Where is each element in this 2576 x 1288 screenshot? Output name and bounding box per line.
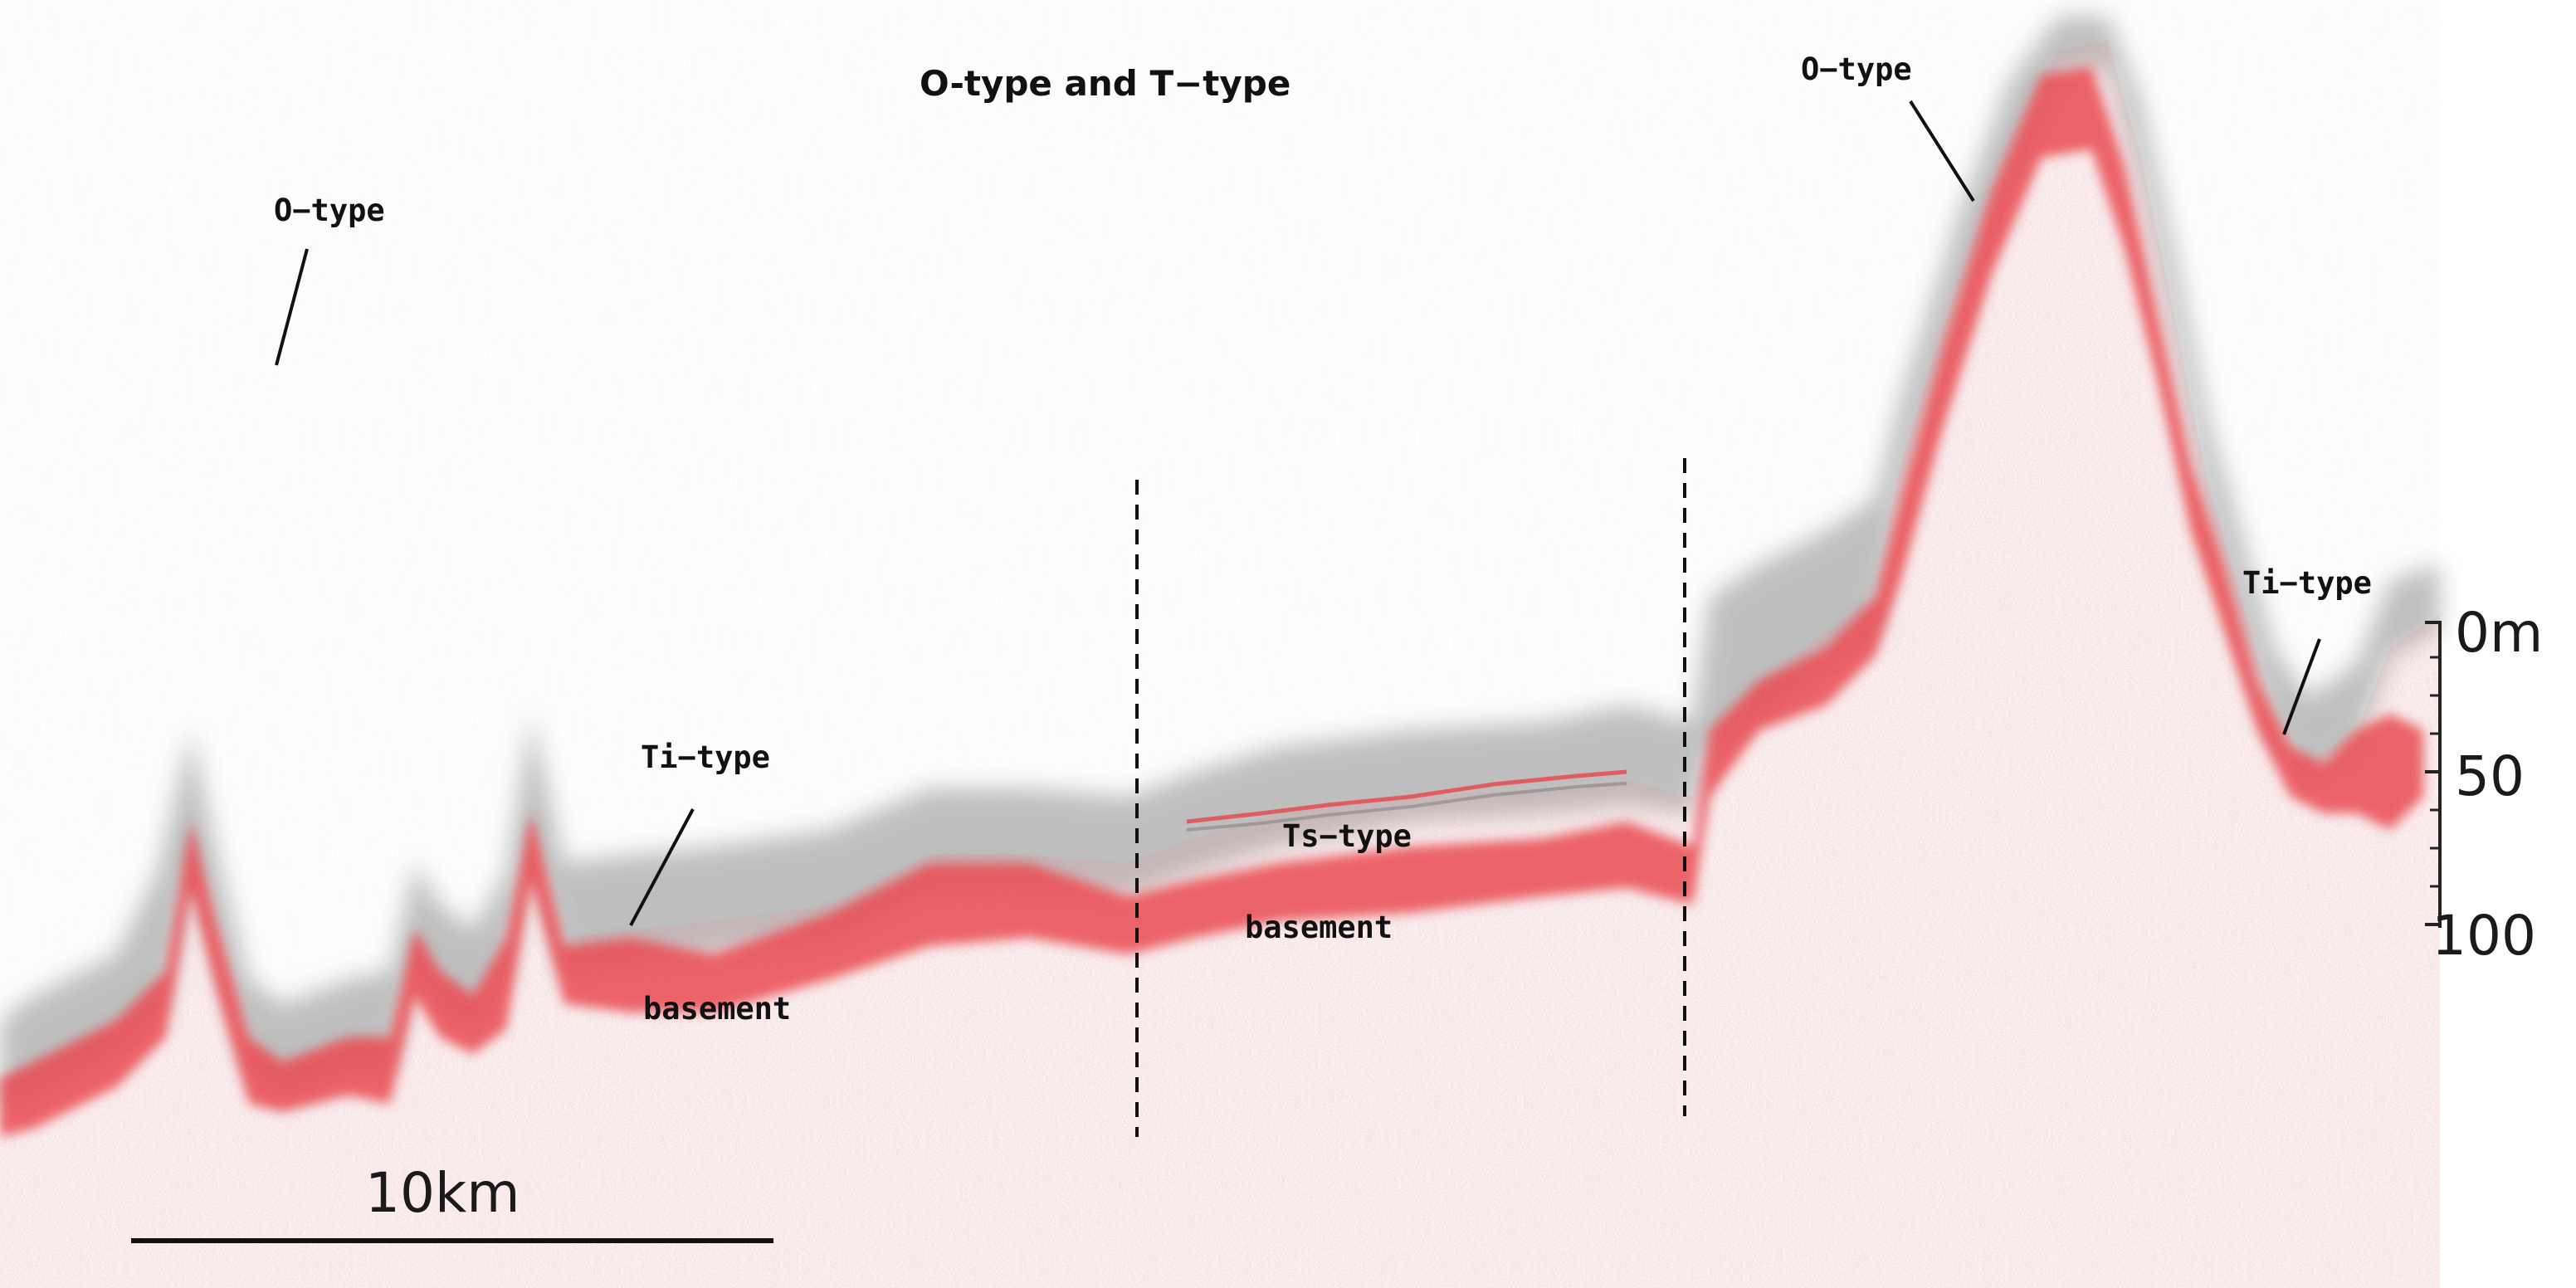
label-o-type-left: O−type — [274, 193, 385, 228]
depth-label-100: 100 — [2432, 904, 2536, 968]
label-ti-type-right: Ti−type — [2242, 565, 2372, 601]
horizontal-scale-bar: 10km — [131, 1161, 773, 1243]
label-basement-center: basement — [1245, 910, 1393, 945]
leader-ti-type-right — [2282, 638, 2321, 735]
leader-o-type-right — [1909, 100, 1975, 202]
depth-scale: 0m 50 100 — [2425, 601, 2543, 968]
label-ti-type-left: Ti−type — [641, 739, 770, 775]
figure-title: O-type and T−type — [920, 63, 1290, 104]
label-o-type-right: O−type — [1801, 51, 1912, 87]
label-basement-left: basement — [643, 991, 791, 1027]
leader-o-type-left — [275, 248, 309, 366]
ts-type-reflector — [1186, 769, 1627, 824]
label-ts-type: Ts−type — [1282, 818, 1412, 854]
seafloor-shadow — [0, 17, 2440, 1112]
scale-bar-label: 10km — [365, 1161, 520, 1225]
leader-ti-type-left — [629, 808, 695, 926]
ts-type-reflector-under — [1186, 782, 1627, 832]
depth-label-0: 0m — [2455, 601, 2543, 665]
depth-label-50: 50 — [2455, 744, 2525, 808]
